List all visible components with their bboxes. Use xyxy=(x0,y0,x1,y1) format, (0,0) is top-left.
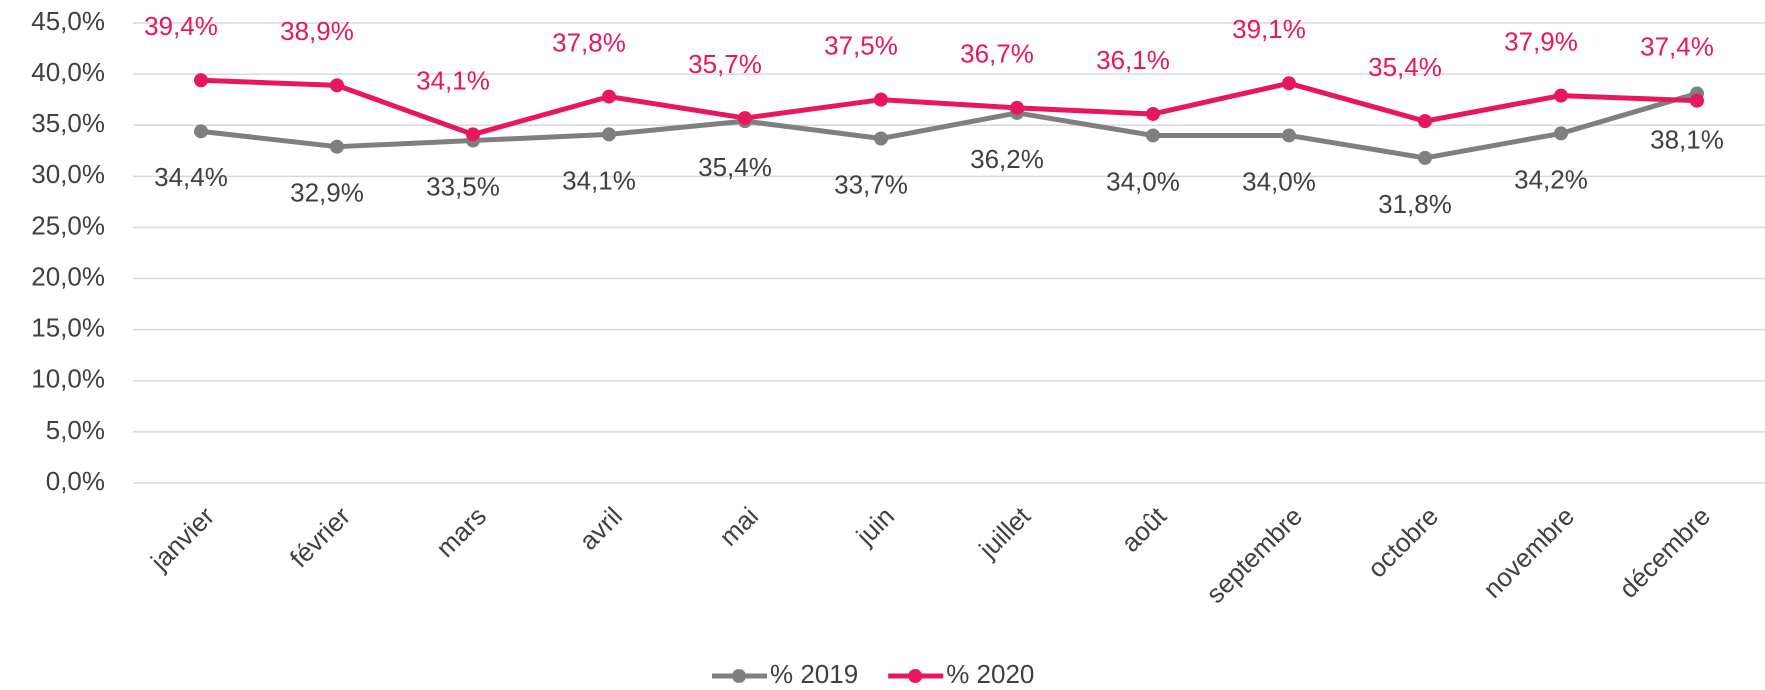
data-label: 34,0% xyxy=(1106,166,1180,196)
data-label: 34,1% xyxy=(562,165,636,195)
y-tick-label: 15,0% xyxy=(31,313,105,343)
point xyxy=(738,111,752,126)
data-label: 32,9% xyxy=(290,178,364,208)
data-label: 35,7% xyxy=(688,49,762,79)
y-tick-label: 10,0% xyxy=(31,364,105,394)
data-label: 35,4% xyxy=(1368,52,1442,82)
point xyxy=(1146,106,1160,121)
point xyxy=(1146,128,1160,143)
data-label: 34,2% xyxy=(1514,164,1588,194)
data-label: 39,1% xyxy=(1232,14,1306,44)
point xyxy=(1554,126,1568,141)
point xyxy=(1282,128,1296,143)
x-tick-label: décembre xyxy=(1613,501,1716,604)
y-tick-label: 5,0% xyxy=(46,415,105,445)
point xyxy=(874,131,888,146)
point xyxy=(466,127,480,142)
data-label: 34,0% xyxy=(1242,166,1316,196)
series-line xyxy=(200,77,1698,137)
data-label: 38,1% xyxy=(1650,124,1724,154)
x-tick-label: janvier xyxy=(144,501,220,577)
data-label: 36,2% xyxy=(970,144,1044,174)
data-label: 34,4% xyxy=(154,162,228,192)
data-label: 34,1% xyxy=(416,65,490,95)
point xyxy=(194,124,208,139)
point xyxy=(1418,114,1432,129)
point xyxy=(194,73,208,88)
x-tick-label: juillet xyxy=(972,500,1036,564)
point xyxy=(1554,88,1568,103)
y-tick-label: 35,0% xyxy=(31,108,105,138)
y-tick-label: 30,0% xyxy=(31,159,105,189)
data-label: 37,9% xyxy=(1504,26,1578,56)
point xyxy=(602,89,616,104)
point xyxy=(330,78,344,93)
y-tick-label: 40,0% xyxy=(31,57,105,87)
x-tick-label: septembre xyxy=(1200,501,1308,609)
point xyxy=(602,127,616,142)
x-tick-label: mars xyxy=(430,501,492,563)
y-tick-label: 25,0% xyxy=(31,210,105,240)
legend-marker xyxy=(732,669,746,683)
x-tick-label: février xyxy=(284,501,357,574)
y-tick-label: 0,0% xyxy=(46,466,105,496)
data-label: 38,9% xyxy=(280,16,354,46)
point xyxy=(1010,100,1024,115)
point xyxy=(1690,93,1704,108)
y-tick-label: 45,0% xyxy=(31,6,105,36)
data-label: 37,5% xyxy=(824,31,898,61)
x-tick-label: août xyxy=(1115,500,1173,558)
legend-marker xyxy=(908,669,923,683)
data-label: 33,5% xyxy=(426,171,500,201)
data-label: 35,4% xyxy=(698,152,772,182)
data-label: 36,7% xyxy=(960,39,1034,69)
data-label: 37,4% xyxy=(1640,32,1714,62)
data-label: 36,1% xyxy=(1096,45,1170,75)
legend-label: % 2020 xyxy=(946,659,1034,689)
point xyxy=(330,139,344,154)
x-tick-label: novembre xyxy=(1477,501,1580,604)
data-label: 39,4% xyxy=(144,11,218,41)
series-line xyxy=(200,91,1698,161)
data-label: 37,8% xyxy=(552,27,626,57)
x-tick-label: avril xyxy=(573,501,628,556)
point xyxy=(1282,76,1296,91)
x-tick-label: octobre xyxy=(1362,501,1445,584)
legend-label: % 2019 xyxy=(770,659,858,689)
data-label: 33,7% xyxy=(834,169,908,199)
x-tick-label: juin xyxy=(850,501,901,552)
data-label: 31,8% xyxy=(1378,189,1452,219)
x-tick-label: mai xyxy=(713,501,764,552)
point xyxy=(1418,150,1432,165)
y-tick-label: 20,0% xyxy=(31,261,105,291)
point xyxy=(874,92,888,107)
